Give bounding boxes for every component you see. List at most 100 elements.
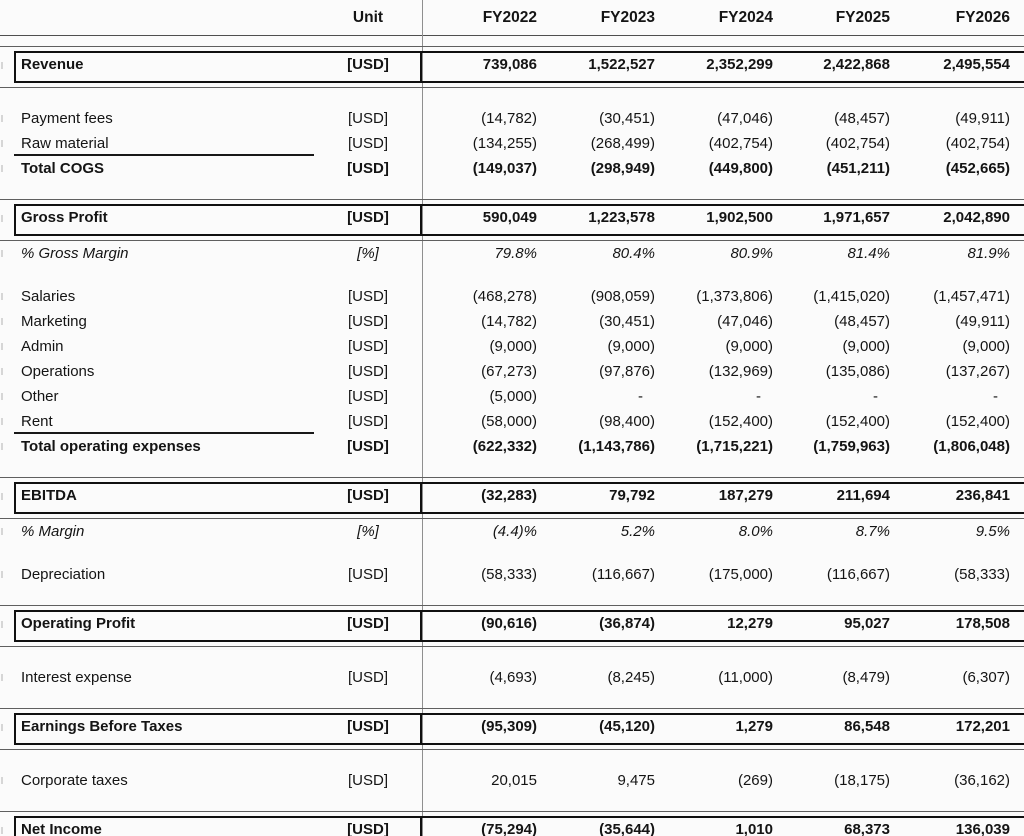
row-label: Other bbox=[21, 388, 59, 405]
row-operating-profit: Operating Profit [USD] (90,616) (36,874)… bbox=[1, 610, 1024, 642]
header-unit-label: Unit bbox=[352, 9, 384, 26]
row-ebitda: EBITDA [USD] (32,283) 79,792 187,279 211… bbox=[1, 482, 1024, 514]
value-cell: 8.7% bbox=[855, 523, 890, 540]
row-total-cogs: Total COGS [USD] (149,037) (298,949) (44… bbox=[1, 156, 1024, 181]
value-cell: 2,422,868 bbox=[823, 56, 890, 73]
value-cell: (452,665) bbox=[945, 160, 1010, 177]
row-spacer bbox=[0, 793, 1024, 811]
row-corporate-taxes: Corporate taxes [USD] 20,015 9,475 (269)… bbox=[1, 768, 1024, 793]
value-cell: (14,782) bbox=[481, 313, 537, 330]
row-unit: [%] bbox=[357, 245, 379, 262]
row-label: EBITDA bbox=[21, 487, 77, 504]
row-label: Marketing bbox=[21, 313, 87, 330]
separator-rule bbox=[0, 708, 1024, 709]
row-label: Raw material bbox=[14, 131, 314, 156]
value-cell: 9.5% bbox=[975, 523, 1010, 540]
row-unit: [USD] bbox=[347, 615, 389, 632]
value-cell: (58,333) bbox=[481, 566, 537, 583]
value-cell: (9,000) bbox=[962, 338, 1010, 355]
row-unit: [USD] bbox=[347, 338, 388, 355]
value-cell: 80.4% bbox=[612, 245, 655, 262]
value-cell: (49,911) bbox=[955, 313, 1010, 330]
row-payment-fees: Payment fees [USD] (14,782) (30,451) (47… bbox=[1, 106, 1024, 131]
value-cell: 80.9% bbox=[730, 245, 773, 262]
row-admin: Admin [USD] (9,000) (9,000) (9,000) (9,0… bbox=[1, 334, 1024, 359]
value-cell: 81.4% bbox=[847, 245, 890, 262]
value-cell: (402,754) bbox=[945, 135, 1010, 152]
header-year-fy2025: FY2025 bbox=[835, 9, 890, 26]
row-label: Depreciation bbox=[21, 566, 106, 583]
value-cell: 81.9% bbox=[967, 245, 1010, 262]
value-cell: - bbox=[993, 388, 998, 405]
row-spacer bbox=[0, 587, 1024, 605]
value-cell: 2,495,554 bbox=[943, 56, 1010, 73]
value-cell: - bbox=[873, 388, 878, 405]
row-unit: [USD] bbox=[347, 821, 389, 836]
value-cell: 95,027 bbox=[844, 615, 890, 632]
value-cell: 136,039 bbox=[955, 821, 1010, 836]
value-cell: (8,245) bbox=[607, 669, 655, 686]
row-unit: [USD] bbox=[347, 438, 389, 455]
value-cell: 2,352,299 bbox=[706, 56, 773, 73]
row-label: Admin bbox=[21, 338, 64, 355]
value-cell: 590,049 bbox=[482, 209, 537, 226]
value-cell: 1,279 bbox=[735, 718, 773, 735]
value-cell: (45,120) bbox=[599, 718, 655, 735]
row-label: % Margin bbox=[21, 523, 85, 540]
value-cell: (132,969) bbox=[708, 363, 773, 380]
row-unit: [USD] bbox=[347, 388, 388, 405]
value-cell: (36,162) bbox=[954, 772, 1010, 789]
separator-rule bbox=[0, 605, 1024, 606]
row-unit: [USD] bbox=[347, 209, 389, 226]
value-cell: (48,457) bbox=[834, 110, 890, 127]
value-cell: (1,415,020) bbox=[813, 288, 890, 305]
value-cell: (1,373,806) bbox=[696, 288, 773, 305]
row-unit: [USD] bbox=[347, 363, 388, 380]
row-label: % Gross Margin bbox=[21, 245, 129, 262]
row-operations: Operations [USD] (67,273) (97,876) (132,… bbox=[1, 359, 1024, 384]
value-cell: (1,715,221) bbox=[696, 438, 773, 455]
clipped-year-2026: 2026 bbox=[890, 0, 1010, 5]
clipped-year-2024: 2024 bbox=[655, 0, 773, 5]
value-cell: (14,782) bbox=[481, 110, 537, 127]
value-cell: (48,457) bbox=[834, 313, 890, 330]
value-cell: - bbox=[756, 388, 761, 405]
row-label: Operating Profit bbox=[21, 615, 136, 632]
header-underline bbox=[0, 35, 1024, 36]
value-cell: (58,000) bbox=[481, 413, 537, 430]
value-cell: 172,201 bbox=[955, 718, 1010, 735]
value-cell: (175,000) bbox=[708, 566, 773, 583]
row-spacer bbox=[0, 647, 1024, 665]
value-cell: (98,400) bbox=[599, 413, 655, 430]
clipped-year-2025: 2025 bbox=[773, 0, 890, 5]
row-gross-profit: Gross Profit [USD] 590,049 1,223,578 1,9… bbox=[1, 204, 1024, 236]
value-cell: (1,143,786) bbox=[578, 438, 655, 455]
value-cell: (135,086) bbox=[825, 363, 890, 380]
row-label: Gross Profit bbox=[21, 209, 108, 226]
row-spacer bbox=[0, 690, 1024, 708]
value-cell: (67,273) bbox=[481, 363, 537, 380]
value-cell: (4,693) bbox=[489, 669, 537, 686]
value-cell: (4.4)% bbox=[492, 523, 537, 540]
value-cell: (908,059) bbox=[590, 288, 655, 305]
value-cell: 1,010 bbox=[735, 821, 773, 836]
value-cell: (449,800) bbox=[708, 160, 773, 177]
value-cell: (402,754) bbox=[708, 135, 773, 152]
value-cell: - bbox=[638, 388, 643, 405]
separator-rule bbox=[0, 749, 1024, 750]
separator-rule bbox=[0, 518, 1024, 519]
value-cell: (9,000) bbox=[725, 338, 773, 355]
row-unit: [USD] bbox=[347, 160, 389, 177]
clipped-year-row: 2022 2023 2024 2025 2026 bbox=[14, 0, 1024, 5]
value-cell: (6,307) bbox=[962, 669, 1010, 686]
value-cell: (97,876) bbox=[599, 363, 655, 380]
row-spacer bbox=[0, 544, 1024, 562]
row-rent: Rent [USD] (58,000) (98,400) (152,400) (… bbox=[1, 409, 1024, 434]
value-cell: (1,759,963) bbox=[813, 438, 890, 455]
value-cell: (5,000) bbox=[489, 388, 537, 405]
row-unit: [USD] bbox=[347, 487, 389, 504]
value-cell: (137,267) bbox=[945, 363, 1010, 380]
row-unit: [USD] bbox=[347, 718, 389, 735]
clipped-year-spacer bbox=[314, 0, 422, 5]
value-cell: 12,279 bbox=[727, 615, 773, 632]
